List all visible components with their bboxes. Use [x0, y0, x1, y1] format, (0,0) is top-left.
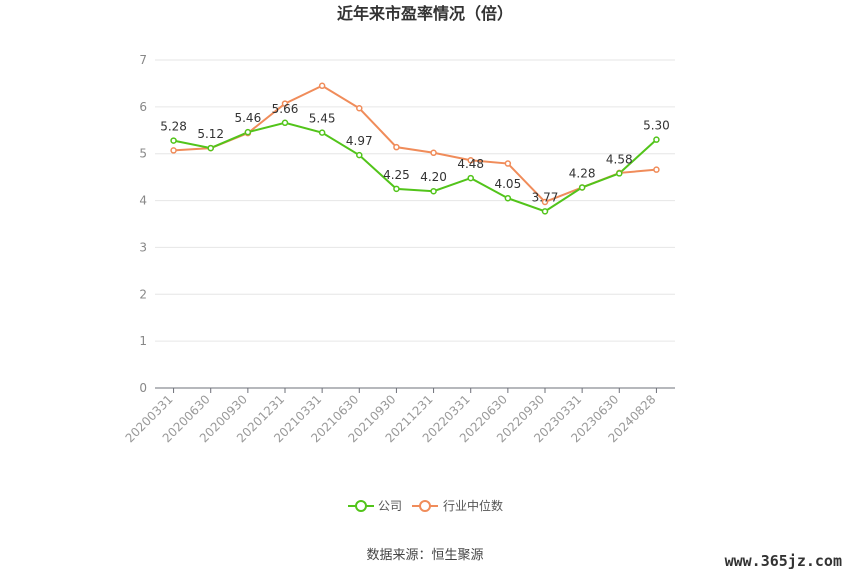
data-point-industry[interactable] [653, 166, 660, 173]
watermark: www.365jz.com [725, 552, 842, 570]
data-point-company[interactable] [467, 174, 474, 182]
grid-lines [155, 59, 675, 342]
legend-marker-industry [419, 500, 431, 512]
series-line-industry [173, 84, 657, 204]
data-point-industry[interactable] [318, 82, 326, 90]
data-label-company: 5.30 [643, 119, 670, 133]
y-tick-label: 1 [139, 334, 147, 348]
data-point-company[interactable] [393, 185, 400, 193]
data-point-company[interactable] [170, 137, 177, 144]
data-point-industry[interactable] [356, 105, 363, 112]
data-point-company[interactable] [653, 136, 660, 143]
data-label-company: 4.28 [569, 166, 596, 180]
legend: 公司 行业中位数 [348, 498, 503, 513]
data-point-company[interactable] [430, 187, 437, 195]
y-tick-label: 7 [139, 53, 147, 67]
legend-item-industry-median[interactable]: 行业中位数 [412, 498, 503, 513]
data-point-company[interactable] [207, 144, 214, 152]
data-point-industry[interactable] [504, 160, 512, 167]
y-tick-label: 0 [139, 381, 147, 395]
y-tick-label: 6 [139, 100, 147, 114]
legend-label-company: 公司 [378, 499, 402, 513]
data-point-company[interactable] [356, 151, 363, 159]
data-label-company: 3.77 [532, 190, 559, 204]
data-point-industry[interactable] [467, 157, 474, 164]
y-axis: 0 1 2 3 4 5 6 7 [139, 53, 147, 395]
data-point-industry[interactable] [281, 100, 289, 107]
data-label-company: 4.97 [346, 134, 373, 148]
data-point-industry[interactable] [541, 198, 549, 206]
series-group [170, 82, 660, 215]
data-point-company[interactable] [281, 119, 289, 127]
x-axis: 2020033120200630202009302020123120210331… [123, 388, 659, 445]
data-label-company: 4.25 [383, 168, 410, 182]
legend-item-company[interactable]: 公司 [348, 499, 402, 513]
data-point-company[interactable] [318, 129, 326, 136]
y-tick-label: 5 [139, 147, 147, 161]
data-point-company[interactable] [541, 208, 549, 215]
data-label-company: 4.48 [457, 157, 484, 171]
data-label-company: 5.46 [234, 111, 261, 125]
chart-title: 近年来市盈率情况（倍） [337, 4, 513, 23]
y-tick-label: 3 [139, 240, 147, 254]
data-label-company: 4.58 [606, 152, 633, 166]
y-tick-label: 2 [139, 287, 147, 301]
data-point-company[interactable] [244, 128, 252, 136]
data-point-company[interactable] [504, 194, 512, 202]
data-label-company: 5.12 [197, 127, 224, 141]
data-point-company[interactable] [578, 184, 586, 191]
source-note: 数据来源：恒生聚源 [366, 548, 483, 563]
data-point-industry[interactable] [393, 143, 400, 151]
legend-label-industry: 行业中位数 [443, 498, 503, 513]
data-label-company: 4.05 [494, 177, 521, 191]
data-point-industry[interactable] [170, 147, 177, 154]
data-label-company: 5.66 [272, 102, 299, 116]
data-labels: 5.28 5.12 5.46 5.66 5.45 4.97 4.25 4.20 4.48 4.05… [160, 102, 670, 205]
data-label-company: 5.45 [309, 112, 336, 126]
y-tick-label: 4 [139, 194, 147, 208]
data-label-company: 5.28 [160, 120, 187, 134]
legend-marker-company [355, 500, 367, 512]
data-point-company[interactable] [616, 170, 623, 177]
series-line-company [173, 121, 658, 213]
data-label-company: 4.20 [420, 170, 447, 184]
data-point-industry[interactable] [430, 149, 437, 157]
